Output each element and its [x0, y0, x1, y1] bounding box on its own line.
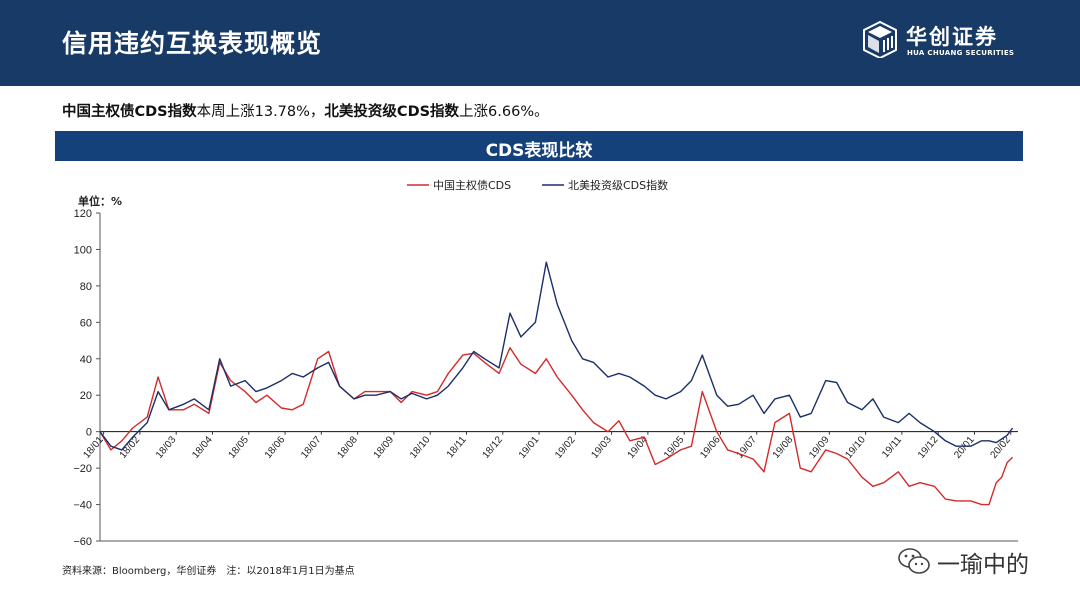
- y-tick-label: 100: [74, 244, 92, 256]
- banner-title: CDS表现比较: [485, 141, 593, 161]
- x-tick-label: 19/12: [916, 434, 941, 461]
- summary-na-label: 北美投资级CDS指数: [324, 104, 460, 120]
- header-bar: 信用违约互换表现概览 华创证券 HUA CHUANG SECURITIES: [0, 0, 1080, 86]
- x-tick-label: 18/05: [227, 434, 252, 461]
- y-tick-label: −20: [73, 463, 92, 475]
- x-tick-label: 20/01: [952, 434, 977, 461]
- page-title: 信用违约互换表现概览: [62, 29, 323, 58]
- y-tick-label: 80: [80, 281, 92, 293]
- summary-china-label: 中国主权债CDS指数: [62, 104, 197, 120]
- summary-text: 中国主权债CDS指数本周上涨13.78%，北美投资级CDS指数上涨6.66%。: [62, 100, 549, 121]
- x-tick-label: 20/02: [989, 434, 1014, 461]
- legend-label-china: 中国主权债CDS: [433, 178, 511, 192]
- x-tick-label: 19/03: [589, 434, 614, 461]
- wechat-icon: [898, 548, 930, 574]
- series-line-na-investment-grade: [99, 261, 1014, 451]
- summary-na-change: 上涨6.66%。: [459, 104, 549, 120]
- x-tick-label: 19/10: [843, 434, 868, 461]
- logo-chinese-name: 华创证券: [906, 25, 998, 49]
- watermark-text: 一瑜中的: [937, 552, 1029, 578]
- x-tick-label: 18/07: [299, 434, 324, 461]
- cube-logo-icon: [863, 20, 897, 58]
- legend-label-na: 北美投资级CDS指数: [568, 178, 668, 192]
- x-tick-label: 18/06: [263, 434, 288, 461]
- x-tick-label: 19/11: [880, 434, 904, 460]
- series-line-china-sovereign: [99, 347, 1014, 506]
- logo-english-name: HUA CHUANG SECURITIES: [907, 49, 1015, 57]
- source-footnote: 资料来源：Bloomberg，华创证券 注：以2018年1月1日为基点: [62, 566, 355, 577]
- company-logo: 华创证券 HUA CHUANG SECURITIES: [862, 20, 1022, 60]
- x-tick-label: 18/08: [335, 434, 360, 461]
- y-tick-label: 0: [86, 427, 92, 439]
- x-tick-label: 19/08: [771, 434, 796, 461]
- x-tick-label: 18/02: [118, 434, 143, 461]
- y-tick-label: 60: [80, 317, 92, 329]
- y-tick-label: 120: [74, 208, 92, 220]
- x-tick-label: 18/10: [408, 434, 433, 461]
- y-unit-label: 单位：%: [78, 194, 122, 208]
- y-tick-label: 20: [80, 390, 92, 402]
- x-tick-label: 19/05: [662, 434, 687, 461]
- x-tick-label: 18/11: [445, 434, 469, 460]
- y-tick-label: −60: [73, 536, 92, 548]
- y-tick-label: 40: [80, 354, 92, 366]
- x-tick-label: 18/04: [190, 434, 215, 461]
- x-tick-label: 18/03: [154, 434, 179, 461]
- x-tick-label: 19/02: [553, 434, 578, 461]
- x-tick-label: 19/01: [517, 434, 542, 461]
- x-tick-label: 18/12: [481, 434, 506, 461]
- x-tick-label: 19/09: [807, 434, 832, 461]
- summary-china-change: 本周上涨13.78%，: [196, 104, 325, 120]
- section-banner: CDS表现比较: [55, 131, 1023, 161]
- y-tick-label: −40: [73, 500, 92, 512]
- x-tick-label: 19/06: [698, 434, 723, 461]
- x-tick-label: 18/09: [372, 434, 397, 461]
